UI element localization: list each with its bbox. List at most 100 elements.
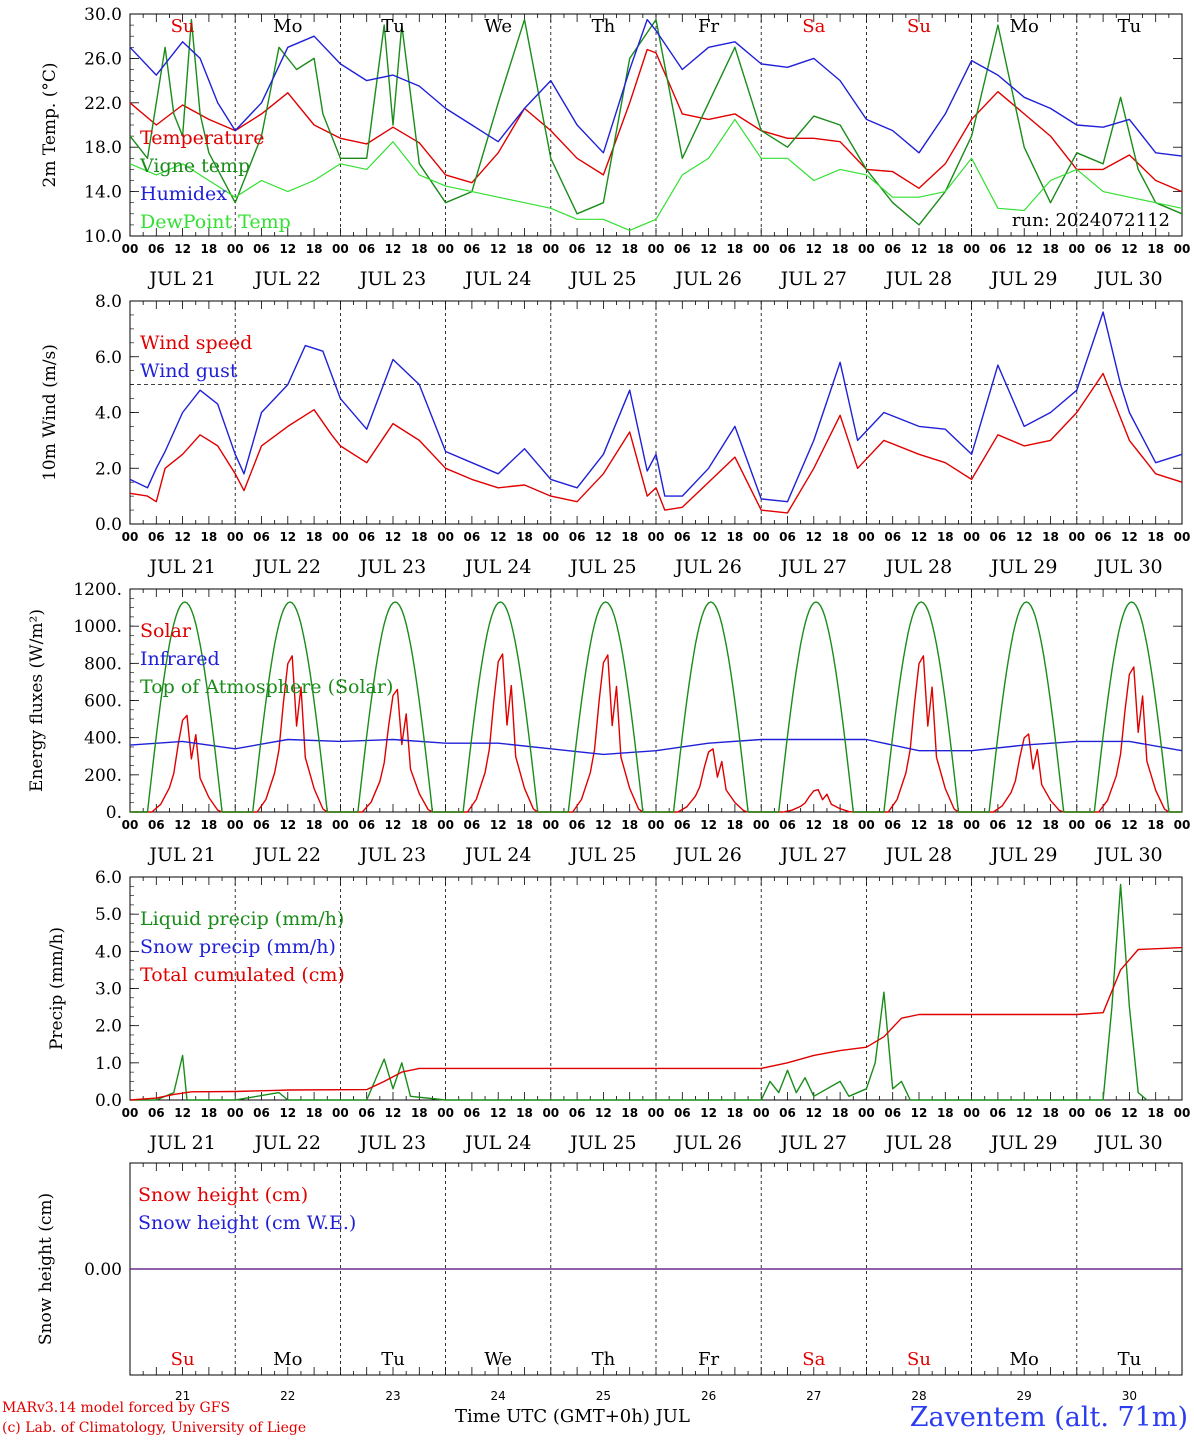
hour-tick-label: 12 — [1016, 530, 1033, 544]
day-number-label: 28 — [911, 1389, 926, 1403]
date-label: JUL 25 — [568, 1132, 636, 1154]
hour-tick-label: 12 — [1016, 818, 1033, 832]
hour-tick-label: 06 — [1095, 818, 1112, 832]
hour-tick-label: 18 — [621, 1106, 638, 1120]
hour-tick-label: 06 — [884, 242, 901, 256]
hour-tick-label: 00 — [542, 242, 559, 256]
hour-tick-label: 00 — [122, 530, 139, 544]
hour-tick-label: 18 — [727, 818, 744, 832]
hour-tick-label: 12 — [700, 818, 717, 832]
date-label: JUL 27 — [779, 556, 847, 578]
y-tick-label: 3.0 — [95, 980, 122, 1000]
weekday-label: Mo — [273, 1349, 302, 1370]
hour-tick-label: 00 — [437, 530, 454, 544]
hour-tick-label: 00 — [437, 818, 454, 832]
y-axis-label: Precip (mm/h) — [47, 927, 67, 1050]
hour-tick-label: 12 — [174, 530, 191, 544]
y-tick-label: 5.0 — [95, 905, 122, 925]
y-tick-label: 0. — [106, 803, 122, 823]
weekday-label: Sa — [802, 16, 825, 37]
weekday-label: Mo — [273, 16, 302, 37]
hour-tick-label: 00 — [963, 530, 980, 544]
day-number-label: 21 — [175, 1389, 190, 1403]
legend-solar: Solar — [140, 620, 192, 642]
hour-tick-label: 12 — [385, 530, 402, 544]
date-label: JUL 26 — [673, 844, 741, 866]
y-tick-label: 26.0 — [84, 49, 122, 69]
hour-tick-label: 18 — [306, 818, 323, 832]
date-label: JUL 27 — [779, 268, 847, 290]
hour-tick-label: 12 — [805, 242, 822, 256]
day-number-label: 30 — [1122, 1389, 1137, 1403]
hour-tick-label: 18 — [621, 530, 638, 544]
hour-tick-label: 18 — [727, 242, 744, 256]
hour-tick-label: 18 — [1042, 818, 1059, 832]
day-number-label: 23 — [385, 1389, 400, 1403]
hour-tick-label: 18 — [201, 242, 218, 256]
date-label: JUL 24 — [463, 1132, 531, 1154]
hour-tick-label: 18 — [832, 242, 849, 256]
hour-tick-label: 18 — [516, 242, 533, 256]
hour-tick-label: 00 — [1174, 530, 1191, 544]
legend-humidex: Humidex — [140, 183, 227, 205]
hour-tick-label: 06 — [464, 242, 481, 256]
hour-tick-label: 12 — [174, 818, 191, 832]
y-tick-label: 4.0 — [95, 942, 122, 962]
date-label: JUL 23 — [358, 556, 426, 578]
hour-tick-label: 12 — [595, 242, 612, 256]
hour-tick-label: 18 — [1147, 242, 1164, 256]
hour-tick-label: 18 — [1042, 530, 1059, 544]
x-axis-title: Time UTC (GMT+0h) JUL — [455, 1406, 690, 1427]
day-number-label: 26 — [701, 1389, 716, 1403]
legend-snow-precip-mm-h-: Snow precip (mm/h) — [140, 936, 336, 958]
date-label: JUL 30 — [1094, 1132, 1162, 1154]
legend-snow-height-cm-: Snow height (cm) — [138, 1184, 308, 1206]
hour-tick-label: 06 — [674, 1106, 691, 1120]
hour-tick-label: 00 — [1174, 242, 1191, 256]
hour-tick-label: 18 — [516, 818, 533, 832]
run-label: run: 2024072112 — [1012, 210, 1170, 231]
lab-credit: (c) Lab. of Climatology, University of L… — [2, 1420, 307, 1436]
day-number-label: 27 — [806, 1389, 821, 1403]
hour-tick-label: 18 — [411, 818, 428, 832]
hour-tick-label: 00 — [227, 530, 244, 544]
legend-vigne-temp: Vigne temp — [139, 155, 250, 177]
series-liquid-precip-mm-h- — [130, 883, 1148, 1101]
hour-tick-label: 00 — [1174, 818, 1191, 832]
date-label: JUL 30 — [1094, 844, 1162, 866]
hour-tick-label: 06 — [990, 242, 1007, 256]
series-infrared — [129, 738, 1183, 756]
hour-tick-label: 00 — [753, 1106, 770, 1120]
y-tick-label: 22.0 — [84, 94, 122, 114]
hour-tick-label: 12 — [595, 1106, 612, 1120]
date-label: JUL 24 — [463, 844, 531, 866]
hour-tick-label: 18 — [306, 530, 323, 544]
hour-tick-label: 00 — [227, 1106, 244, 1120]
hour-tick-label: 06 — [1095, 242, 1112, 256]
hour-tick-label: 06 — [1095, 1106, 1112, 1120]
weekday-label: Th — [592, 1349, 616, 1370]
legend-dewpoint-temp: DewPoint Temp — [140, 211, 291, 233]
hour-tick-label: 00 — [963, 242, 980, 256]
hour-tick-label: 06 — [1095, 530, 1112, 544]
hour-tick-label: 18 — [411, 242, 428, 256]
hour-tick-label: 06 — [358, 1106, 375, 1120]
hour-tick-label: 18 — [411, 1106, 428, 1120]
hour-tick-label: 06 — [253, 818, 270, 832]
date-label: JUL 28 — [884, 844, 952, 866]
y-tick-label: 0.0 — [95, 1091, 122, 1111]
weekday-label: Su — [171, 16, 195, 37]
hour-tick-label: 18 — [937, 818, 954, 832]
hour-tick-label: 12 — [385, 242, 402, 256]
legend-temperature: Temperature — [140, 127, 264, 149]
y-tick-label: 0.00 — [84, 1260, 122, 1280]
hour-tick-label: 06 — [358, 530, 375, 544]
hour-tick-label: 18 — [1147, 1106, 1164, 1120]
hour-tick-label: 18 — [621, 242, 638, 256]
hour-tick-label: 12 — [595, 530, 612, 544]
hour-tick-label: 12 — [1121, 1106, 1138, 1120]
hour-tick-label: 06 — [358, 242, 375, 256]
hour-tick-label: 06 — [990, 530, 1007, 544]
hour-tick-label: 00 — [648, 1106, 665, 1120]
